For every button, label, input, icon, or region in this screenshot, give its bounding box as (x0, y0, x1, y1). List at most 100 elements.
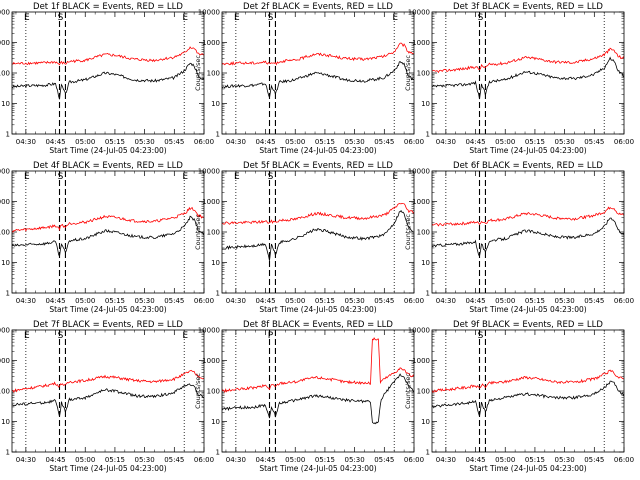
chart-title: Det 9f BLACK = Events, RED = LLD (453, 320, 603, 330)
events-series-line (432, 56, 624, 100)
x-axis-label: Start Time (24-Jul-05 04:23:00) (469, 464, 586, 473)
y-tick-label: 10 (211, 100, 220, 108)
y-tick-label: 1000 (0, 39, 10, 47)
chart-title: Det 7f BLACK = Events, RED = LLD (33, 320, 183, 330)
y-tick-label: 1 (6, 131, 10, 139)
plot-frame (221, 329, 415, 453)
y-tick-label: 100 (417, 388, 430, 396)
plot-frame (11, 11, 205, 135)
panel-det-8: Det 8f BLACK = Events, RED = LLD Counts/s… (194, 320, 424, 473)
y-tick-label: 10 (1, 418, 10, 426)
x-tick-label: 05:45 (374, 138, 394, 146)
x-tick-label: 06:00 (404, 138, 424, 146)
y-tick-label: 100 (207, 229, 220, 237)
y-tick-label: 1 (426, 131, 430, 139)
y-axis-label: Counts/sec (194, 55, 202, 91)
chart-title: Det 5f BLACK = Events, RED = LLD (243, 161, 393, 171)
chart-title: Det 8f BLACK = Events, RED = LLD (243, 320, 393, 330)
x-tick-label: 05:45 (164, 297, 184, 305)
series-group (432, 206, 624, 258)
panel-det-4: Det 4f BLACK = Events, RED = LLD Counts/s… (0, 161, 214, 314)
x-tick-label: 06:00 (194, 297, 214, 305)
x-tick-label: 06:00 (404, 297, 424, 305)
x-tick-label: 05:00 (75, 456, 95, 464)
plot-frame (221, 11, 415, 135)
y-tick-label: 1 (426, 290, 430, 298)
x-tick-label: 05:15 (315, 297, 335, 305)
x-axis-label: Start Time (24-Jul-05 04:23:00) (469, 305, 586, 314)
series-group (222, 42, 414, 98)
x-tick-label: 04:45 (465, 297, 485, 305)
plot-frame (11, 329, 205, 453)
x-tick-label: 05:30 (345, 297, 365, 305)
x-tick-label: 05:30 (135, 297, 155, 305)
event-marker-label: S (58, 331, 64, 341)
x-tick-label: 04:45 (465, 456, 485, 464)
events-series-line (12, 383, 204, 417)
y-tick-label: 10000 (408, 9, 430, 17)
x-axis-label: Start Time (24-Jul-05 04:23:00) (49, 146, 166, 155)
x-tick-label: 06:00 (614, 138, 634, 146)
y-tick-label: 10000 (198, 168, 220, 176)
y-tick-label: 100 (0, 388, 10, 396)
chart-title: Det 1f BLACK = Events, RED = LLD (33, 2, 183, 12)
x-tick-label: 04:30 (226, 456, 246, 464)
event-marker-label: E (392, 13, 398, 23)
series-group (432, 47, 624, 100)
x-tick-label: 04:30 (16, 138, 36, 146)
y-tick-label: 10 (1, 100, 10, 108)
x-tick-label: 05:30 (135, 456, 155, 464)
series-group (222, 337, 414, 425)
y-tick-label: 10 (421, 100, 430, 108)
y-tick-label: 100 (417, 70, 430, 78)
y-axis-label: Counts/sec (404, 214, 412, 250)
x-tick-label: 04:30 (16, 297, 36, 305)
x-tick-label: 05:45 (584, 138, 604, 146)
x-tick-label: 04:30 (436, 456, 456, 464)
y-tick-label: 100 (0, 70, 10, 78)
x-axis-label: Start Time (24-Jul-05 04:23:00) (469, 146, 586, 155)
y-tick-label: 10 (421, 418, 430, 426)
x-tick-label: 04:45 (255, 456, 275, 464)
series-group (12, 369, 204, 417)
x-tick-label: 06:00 (404, 456, 424, 464)
event-marker-label: S (478, 331, 484, 341)
x-tick-label: 05:45 (584, 297, 604, 305)
panel-det-2: Det 2f BLACK = Events, RED = LLD Counts/s… (194, 2, 424, 155)
plot-frame (431, 170, 625, 294)
x-tick-label: 05:15 (525, 138, 545, 146)
x-axis-label: Start Time (24-Jul-05 04:23:00) (259, 305, 376, 314)
lld-series-line (222, 202, 414, 225)
x-tick-label: 04:30 (226, 297, 246, 305)
x-tick-label: 05:15 (525, 456, 545, 464)
y-tick-label: 1000 (202, 39, 220, 47)
x-tick-label: 04:30 (16, 456, 36, 464)
y-tick-label: 100 (207, 70, 220, 78)
y-tick-label: 1 (216, 131, 220, 139)
chart-title: Det 4f BLACK = Events, RED = LLD (33, 161, 183, 171)
x-tick-label: 05:15 (315, 456, 335, 464)
x-tick-label: 04:45 (255, 138, 275, 146)
x-tick-label: 06:00 (614, 456, 634, 464)
x-tick-label: 05:45 (374, 297, 394, 305)
panel-det-5: Det 5f BLACK = Events, RED = LLD Counts/s… (194, 161, 424, 314)
events-series-line (12, 215, 204, 257)
plot-frame (431, 11, 625, 135)
y-tick-label: 1000 (0, 198, 10, 206)
y-tick-label: 1 (216, 290, 220, 298)
y-tick-label: 10 (421, 259, 430, 267)
x-tick-label: 05:30 (345, 138, 365, 146)
y-tick-label: 100 (0, 229, 10, 237)
event-marker-label: E (234, 172, 240, 182)
y-tick-label: 1000 (412, 357, 430, 365)
y-tick-label: 1000 (202, 198, 220, 206)
events-series-line (222, 61, 414, 98)
x-tick-label: 05:15 (105, 138, 125, 146)
events-series-line (222, 373, 414, 425)
x-tick-label: 04:45 (255, 297, 275, 305)
y-axis-label: Counts/sec (194, 214, 202, 250)
panel-det-9: Det 9f BLACK = Events, RED = LLD Counts/s… (404, 320, 634, 473)
y-tick-label: 10 (211, 259, 220, 267)
event-marker-label: E (182, 13, 188, 23)
lld-series-line (12, 46, 204, 66)
